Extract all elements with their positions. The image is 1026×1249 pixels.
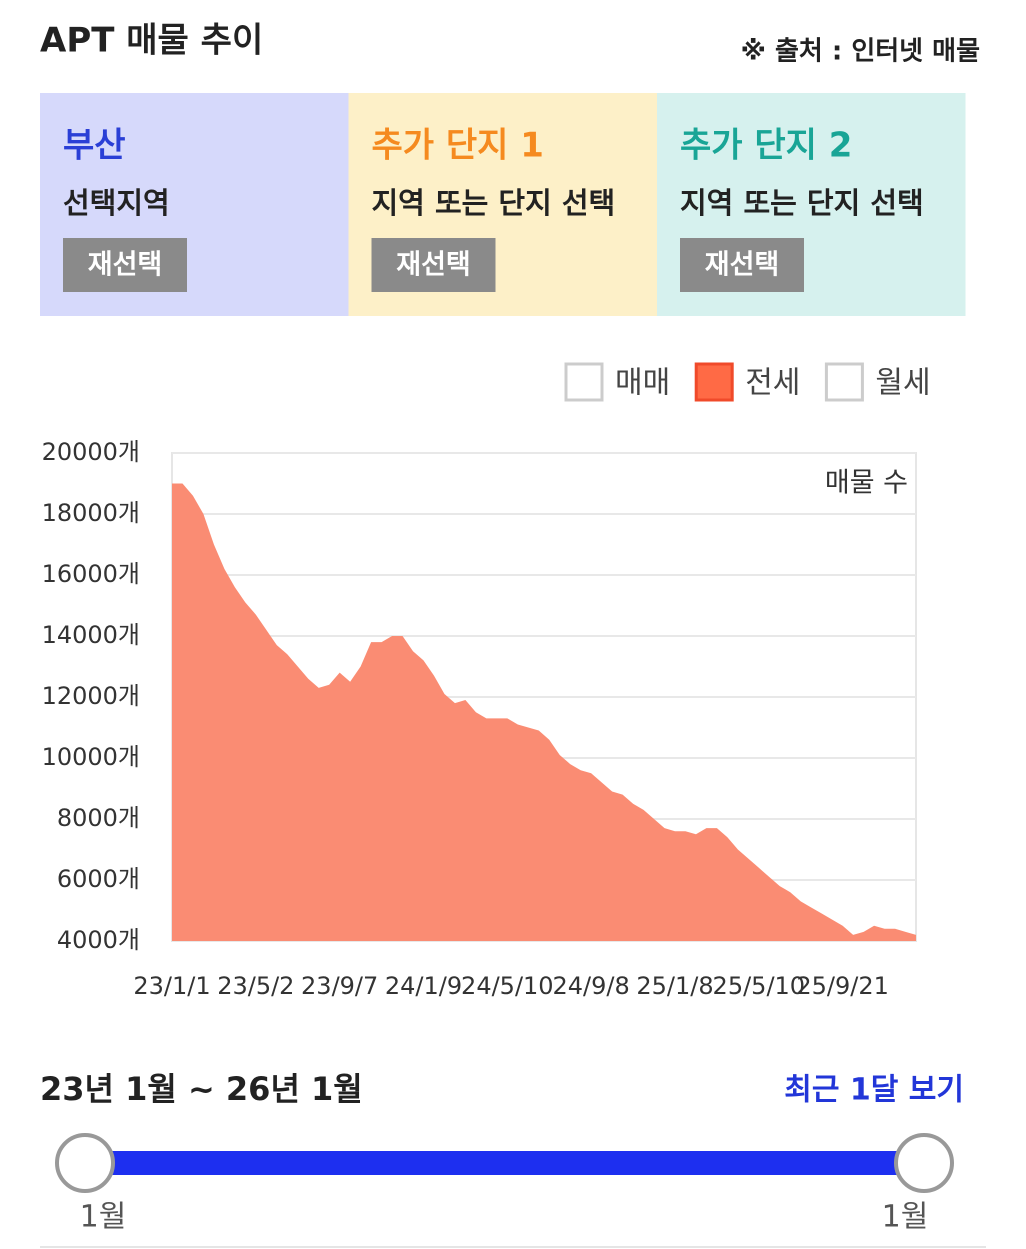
- source-note: ※ 출처 : 인터넷 매물: [741, 37, 980, 67]
- x-tick-label: 25/1/8: [636, 972, 713, 1000]
- reselect-button[interactable]: [680, 238, 804, 292]
- y-tick-label: 16000개: [42, 560, 140, 588]
- slider-handle[interactable]: [894, 1133, 954, 1193]
- x-tick-label: 25/5/10: [713, 972, 806, 1000]
- panel-title: 추가 단지 1: [372, 126, 544, 166]
- y-tick-label: 6000개: [57, 865, 140, 893]
- panel-subtitle: 지역 또는 단지 선택: [680, 186, 924, 220]
- x-tick-label: 24/1/9: [385, 972, 462, 1000]
- panel-subtitle: 선택지역: [63, 186, 170, 220]
- range-label: 23년 1월 ~ 26년 1월: [40, 1070, 363, 1108]
- recent-link[interactable]: 최근 1달 보기: [784, 1073, 964, 1108]
- reselect-label[interactable]: 재선택: [396, 250, 471, 281]
- reselect-button[interactable]: [371, 238, 496, 292]
- slider-end: 1월: [882, 1200, 929, 1235]
- x-tick-label: 24/9/8: [553, 972, 630, 1000]
- x-tick-label: 23/1/1: [133, 972, 210, 1000]
- slider-handle[interactable]: [55, 1133, 115, 1193]
- y-tick-label: 8000개: [57, 804, 140, 832]
- reselect-label[interactable]: 재선택: [705, 250, 780, 281]
- x-tick-label: 25/9/21: [796, 972, 889, 1000]
- legend-label[interactable]: 전세: [745, 366, 800, 401]
- page-title: APT 매물 추이: [40, 21, 263, 61]
- y-tick-label: 14000개: [42, 621, 140, 649]
- y-tick-label: 10000개: [42, 743, 140, 771]
- slider-start: 1월: [80, 1200, 127, 1235]
- y-tick-label: 20000개: [42, 438, 140, 466]
- panel-subtitle: 지역 또는 단지 선택: [372, 186, 616, 220]
- y-tick-label: 4000개: [57, 926, 140, 954]
- annotation: 매물 수: [825, 468, 908, 499]
- panel-title: 부산: [63, 126, 126, 166]
- legend-checkbox[interactable]: [694, 362, 734, 402]
- legend-checkbox[interactable]: [564, 362, 604, 402]
- x-tick-label: 23/5/2: [217, 972, 294, 1000]
- reselect-button[interactable]: [63, 238, 187, 292]
- legend-label[interactable]: 월세: [875, 366, 930, 401]
- reselect-label[interactable]: 재선택: [88, 250, 163, 281]
- y-tick-label: 18000개: [42, 499, 140, 527]
- area: [172, 483, 916, 941]
- panel-title: 추가 단지 2: [680, 126, 852, 166]
- y-tick-label: 12000개: [42, 682, 140, 710]
- chart: 매매 전세 월세 4000개 6000개 8000개 10000개 12000개 14000개 1…: [42, 362, 931, 1000]
- legend-label[interactable]: 매매: [615, 366, 670, 401]
- x-tick-label: 23/9/7: [301, 972, 378, 1000]
- legend-checkbox[interactable]: [824, 362, 864, 402]
- x-tick-label: 24/5/10: [461, 972, 554, 1000]
